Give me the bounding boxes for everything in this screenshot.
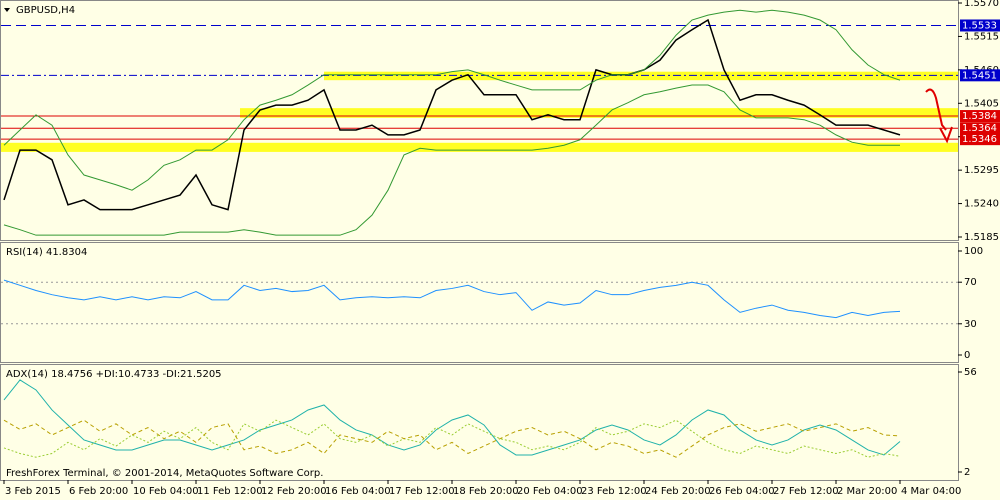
y-tick-label: 1.5295 xyxy=(964,165,999,176)
level-label: 1.5533 xyxy=(962,20,997,31)
series-line xyxy=(3,279,901,319)
arrow-head xyxy=(939,126,953,144)
x-tick-label: 4 Mar 04:00 xyxy=(901,486,961,497)
panel xyxy=(0,0,959,241)
x-tick-label: 27 Feb 12:00 xyxy=(773,486,839,497)
level-label-box xyxy=(960,19,1000,32)
level-label-box xyxy=(960,110,1000,123)
level-label-box xyxy=(960,133,1000,146)
menu-triangle xyxy=(4,8,10,12)
panel-title: ADX(14) 18.4756 +DI:10.4733 -DI:21.5205 xyxy=(6,369,222,380)
support-zone xyxy=(1,142,958,152)
y-tick-label: 2 xyxy=(964,467,970,478)
x-tick-label: 17 Feb 12:00 xyxy=(389,486,455,497)
x-tick-label: 24 Feb 20:00 xyxy=(645,486,711,497)
x-tick-label: 3 Feb 2015 xyxy=(5,486,61,497)
x-tick-label: 6 Feb 20:00 xyxy=(69,486,128,497)
forecast-arrow xyxy=(925,88,947,131)
panel-title: GBPUSD,H4 xyxy=(16,5,75,16)
level-label: 1.5384 xyxy=(962,111,997,122)
y-tick-label: 30 xyxy=(964,319,977,330)
panel xyxy=(0,242,959,363)
series-line xyxy=(3,379,901,456)
level-label: 1.5346 xyxy=(962,134,997,145)
series-line xyxy=(3,9,901,191)
x-tick-label: 11 Feb 12:00 xyxy=(197,486,263,497)
y-tick-label: 1.5570 xyxy=(964,0,999,9)
x-tick-label: 2 Mar 20:00 xyxy=(837,486,897,497)
x-tick-label: 16 Feb 04:00 xyxy=(325,486,391,497)
x-tick-label: 26 Feb 04:00 xyxy=(709,486,775,497)
support-zone xyxy=(324,71,958,81)
x-tick-label: 10 Feb 04:00 xyxy=(133,486,199,497)
plot xyxy=(3,379,901,458)
level-label-box xyxy=(960,69,1000,82)
level-label-box xyxy=(960,122,1000,135)
y-tick-label: 0 xyxy=(964,350,970,361)
plot xyxy=(1,279,958,325)
y-tick-label: 1.5240 xyxy=(964,199,999,210)
level-label: 1.5364 xyxy=(962,123,997,134)
y-tick-label: 1.5405 xyxy=(964,98,999,109)
footer: FreshForex Terminal, © 2001-2014, MetaQu… xyxy=(6,468,323,479)
x-tick-label: 23 Feb 12:00 xyxy=(581,486,647,497)
series-line xyxy=(3,18,901,211)
panel xyxy=(0,364,959,481)
series-line xyxy=(3,419,901,458)
y-tick-label: 1.5515 xyxy=(964,31,999,42)
x-tick-label: 20 Feb 04:00 xyxy=(517,486,583,497)
y-tick-label: 56 xyxy=(964,367,977,378)
panel-title: RSI(14) 41.8304 xyxy=(6,247,87,258)
x-tick-label: 18 Feb 20:00 xyxy=(453,486,519,497)
plot xyxy=(1,9,958,236)
x-tick-label: 12 Feb 20:00 xyxy=(261,486,327,497)
series-line xyxy=(3,419,901,458)
y-tick-label: 1.5185 xyxy=(964,232,999,243)
y-tick-label: 70 xyxy=(964,277,977,288)
y-tick-label: 100 xyxy=(964,246,983,257)
series-line xyxy=(3,84,900,236)
level-label: 1.5451 xyxy=(962,70,997,81)
support-zone xyxy=(240,108,958,118)
